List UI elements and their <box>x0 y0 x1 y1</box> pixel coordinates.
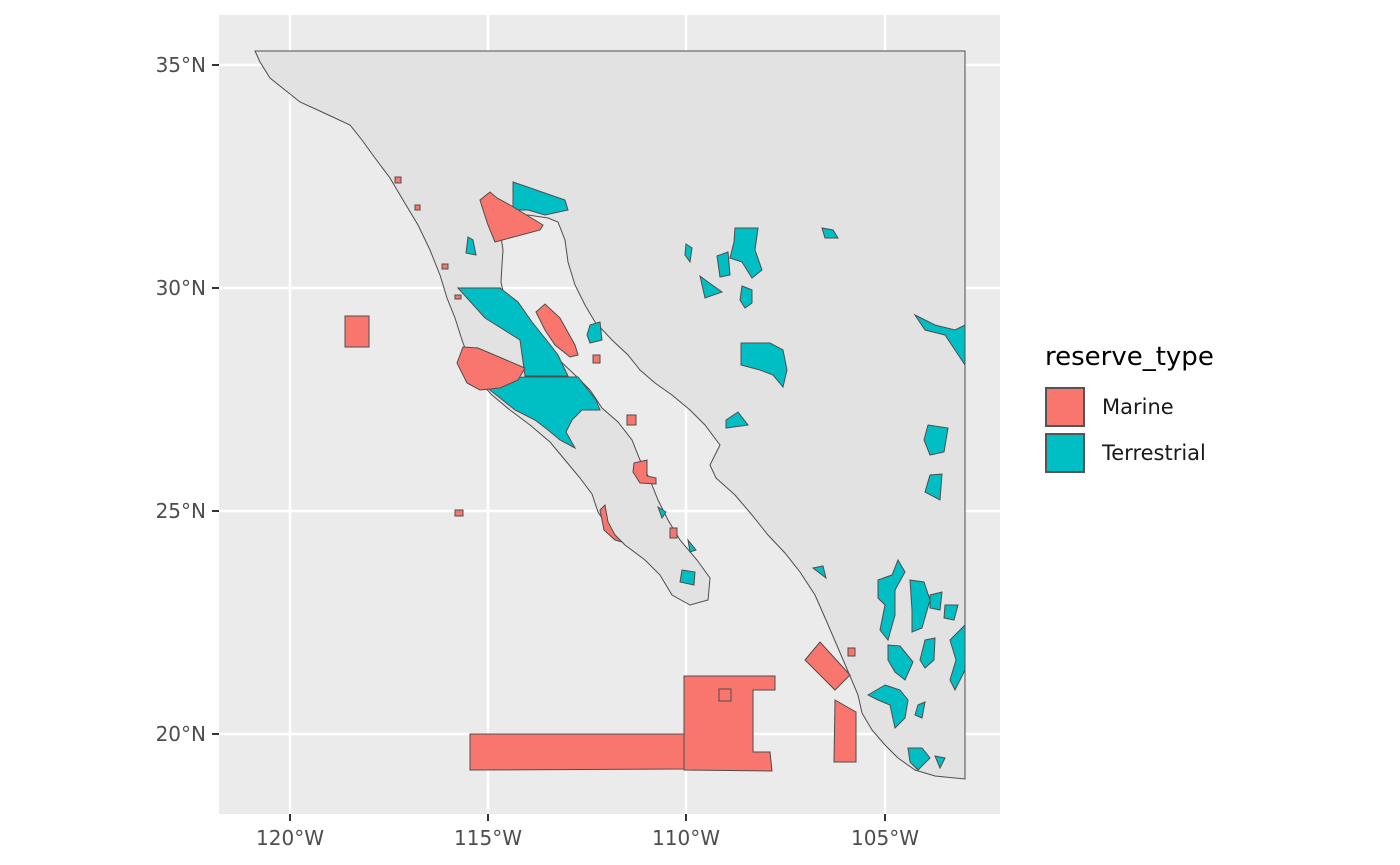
y-axis-labels: 35°N 30°N 25°N 20°N <box>156 53 206 746</box>
marine-reserve <box>454 509 464 517</box>
x-tick-label: 120°W <box>256 826 324 850</box>
legend: reserve_type Marine Terrestrial <box>1045 342 1214 476</box>
terrestrial-reserve <box>740 342 788 389</box>
terrestrial-reserve <box>716 251 731 278</box>
marine-reserve <box>454 294 462 300</box>
marine-reserve <box>592 354 601 364</box>
terrestrial-reserve <box>739 285 753 309</box>
terrestrial-reserve <box>811 565 827 580</box>
legend-item-terrestrial: Terrestrial <box>1045 430 1214 476</box>
terrestrial-reserve <box>929 591 943 611</box>
terrestrial-reserve <box>919 637 936 669</box>
terrestrial-reserve <box>907 747 931 771</box>
marine-reserve <box>456 346 526 391</box>
legend-key-terrestrial <box>1045 433 1085 473</box>
marine-reserve <box>394 176 402 184</box>
legend-label: Marine <box>1102 395 1174 419</box>
y-tick-label: 20°N <box>156 722 206 746</box>
marine-reserve <box>414 204 421 211</box>
terrestrial-reserve <box>478 376 601 450</box>
terrestrial-reserve <box>877 558 906 642</box>
marine-reserve <box>683 675 776 772</box>
terrestrial-reserve <box>923 424 949 456</box>
legend-item-marine: Marine <box>1045 384 1214 430</box>
terrestrial-reserve <box>909 579 931 633</box>
marine-reserve <box>718 688 732 702</box>
axis-ticks <box>212 64 886 821</box>
terrestrial-reserve <box>887 644 914 681</box>
terrestrial-reserve <box>914 701 926 719</box>
marine-reserve <box>469 733 685 771</box>
legend-label: Terrestrial <box>1102 441 1206 465</box>
marine-reserve <box>535 303 579 358</box>
x-tick-label: 110°W <box>652 826 720 850</box>
y-tick-label: 25°N <box>156 499 206 523</box>
terrestrial-reserve <box>866 684 909 730</box>
terrestrial-reserve <box>465 236 477 256</box>
x-tick-label: 115°W <box>454 826 522 850</box>
terrestrial-reserves <box>456 181 966 771</box>
terrestrial-reserve <box>586 321 603 344</box>
terrestrial-reserve <box>699 274 724 299</box>
marine-reserve <box>804 641 851 691</box>
marine-reserve <box>632 459 657 485</box>
terrestrial-reserve <box>949 623 966 692</box>
marine-reserve <box>626 414 637 426</box>
terrestrial-reserve <box>821 227 839 239</box>
terrestrial-reserve <box>729 227 763 279</box>
marine-reserve <box>669 527 678 539</box>
x-axis-labels: 120°W 115°W 110°W 105°W <box>256 826 919 850</box>
legend-title: reserve_type <box>1045 342 1214 372</box>
terrestrial-reserve <box>913 313 966 367</box>
y-tick-label: 30°N <box>156 276 206 300</box>
marine-reserve <box>344 315 370 348</box>
marine-reserve <box>441 263 449 270</box>
terrestrial-reserve <box>934 755 946 770</box>
terrestrial-reserve <box>924 473 943 501</box>
y-tick-label: 35°N <box>156 53 206 77</box>
marine-reserve <box>833 699 857 763</box>
terrestrial-reserve <box>456 287 569 377</box>
marine-reserve <box>479 191 544 243</box>
x-tick-label: 105°W <box>851 826 919 850</box>
terrestrial-reserve <box>679 569 696 586</box>
marine-reserve <box>847 647 856 657</box>
legend-key-marine <box>1045 387 1085 427</box>
terrestrial-reserve <box>687 538 697 553</box>
terrestrial-reserve <box>657 505 667 520</box>
terrestrial-reserve <box>725 411 749 429</box>
terrestrial-reserve <box>684 243 693 264</box>
marine-reserve <box>599 503 624 544</box>
terrestrial-reserve <box>943 604 959 621</box>
marine-reserves <box>344 176 857 772</box>
